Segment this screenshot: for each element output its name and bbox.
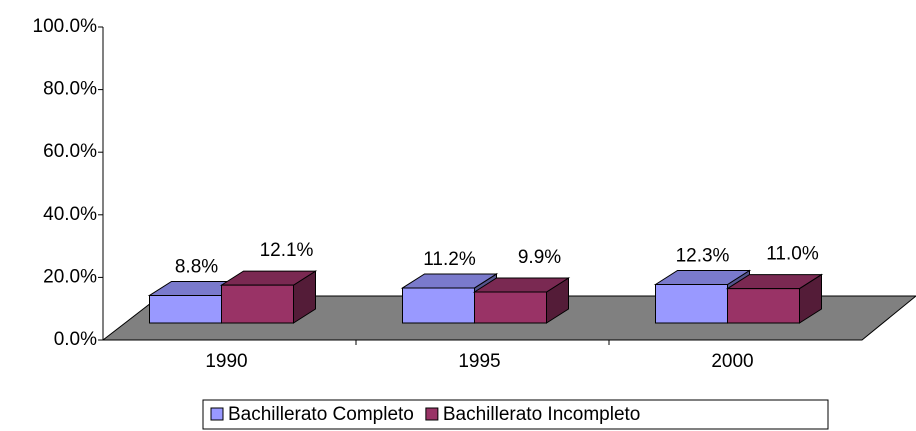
legend-swatch bbox=[210, 407, 224, 421]
legend-label: Bachillerato Completo bbox=[228, 404, 414, 425]
value-label: 11.0% bbox=[766, 244, 819, 265]
bar bbox=[472, 277, 571, 324]
legend-swatch bbox=[425, 407, 439, 421]
legend-box bbox=[202, 399, 829, 430]
legend-label: Bachillerato Incompleto bbox=[443, 404, 641, 425]
bar-front bbox=[474, 291, 547, 324]
value-label: 12.1% bbox=[260, 240, 314, 261]
value-label: 9.9% bbox=[518, 247, 561, 268]
x-tick-label: 1995 bbox=[458, 351, 500, 372]
x-tick-label: 2000 bbox=[711, 351, 753, 372]
bar bbox=[219, 270, 318, 324]
y-tick-label: 20.0% bbox=[43, 266, 97, 287]
value-label: 11.2% bbox=[423, 249, 476, 270]
bar bbox=[725, 273, 824, 324]
y-tick-label: 100.0% bbox=[33, 16, 98, 37]
y-tick-label: 80.0% bbox=[43, 79, 97, 100]
y-tick-label: 40.0% bbox=[43, 204, 97, 225]
bar-front bbox=[221, 284, 294, 324]
bar-front bbox=[655, 284, 728, 324]
y-tick-label: 60.0% bbox=[43, 141, 97, 162]
y-tick-label: 0.0% bbox=[54, 329, 97, 350]
value-label: 12.3% bbox=[676, 246, 730, 267]
bar-front bbox=[149, 294, 222, 324]
value-label: 8.8% bbox=[175, 256, 218, 277]
bar-front bbox=[402, 287, 475, 324]
bar-front bbox=[727, 288, 800, 324]
x-tick-label: 1990 bbox=[205, 351, 247, 372]
